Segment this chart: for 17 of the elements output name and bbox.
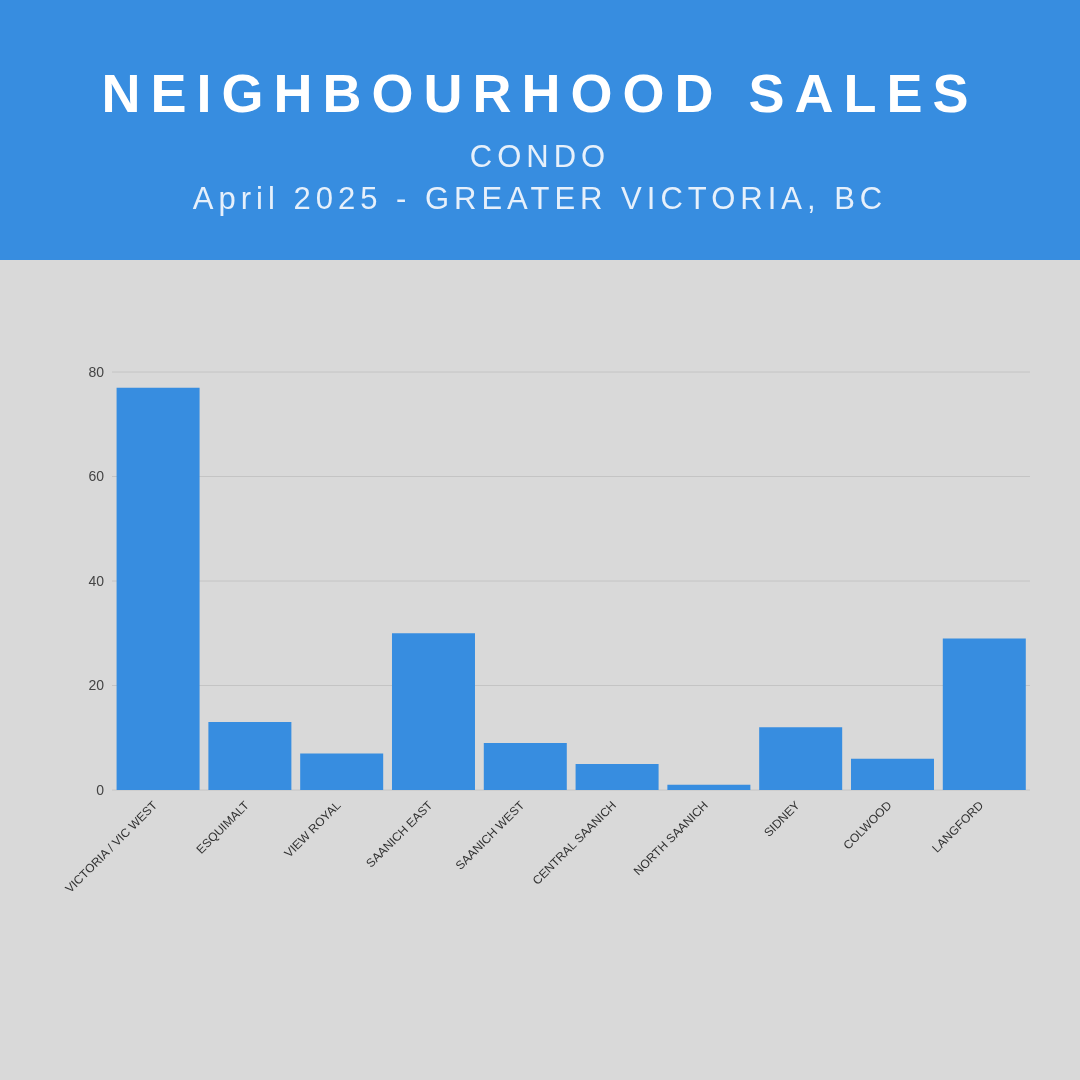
y-tick-label: 40 <box>88 572 105 589</box>
bar <box>942 638 1026 790</box>
y-tick-label: 60 <box>88 468 105 485</box>
y-tick-label: 80 <box>88 363 105 380</box>
bar <box>116 387 200 790</box>
bar <box>483 742 567 790</box>
bar <box>208 722 292 790</box>
bar <box>850 758 934 790</box>
bar <box>575 763 659 790</box>
bar <box>300 753 384 790</box>
chart-title: NEIGHBOURHOOD SALES <box>100 62 980 124</box>
y-tick-label: 0 <box>96 781 105 798</box>
bar <box>667 784 751 790</box>
y-tick-label: 20 <box>88 677 105 694</box>
bar <box>391 633 475 790</box>
bar <box>759 727 843 790</box>
chart-subtitle: CONDO April 2025 - GREATER VICTORIA, BC <box>191 138 889 218</box>
